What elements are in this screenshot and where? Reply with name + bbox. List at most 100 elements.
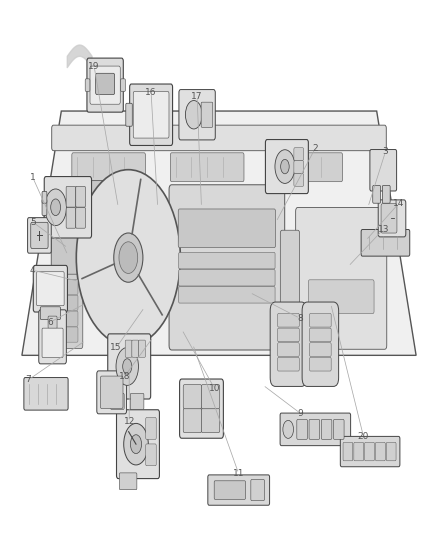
Text: 18: 18 [119, 372, 131, 381]
FancyBboxPatch shape [24, 377, 68, 410]
FancyBboxPatch shape [179, 270, 275, 286]
FancyBboxPatch shape [138, 340, 145, 357]
Circle shape [185, 101, 202, 129]
Text: 12: 12 [124, 417, 135, 426]
FancyBboxPatch shape [321, 419, 332, 439]
FancyBboxPatch shape [110, 393, 124, 409]
FancyBboxPatch shape [297, 419, 307, 439]
Circle shape [123, 359, 132, 374]
FancyBboxPatch shape [119, 473, 137, 490]
FancyBboxPatch shape [294, 148, 304, 160]
FancyBboxPatch shape [183, 408, 201, 433]
Text: 14: 14 [393, 199, 404, 208]
FancyBboxPatch shape [278, 343, 299, 357]
FancyBboxPatch shape [280, 413, 350, 446]
FancyBboxPatch shape [361, 230, 410, 256]
Text: 1: 1 [30, 173, 36, 182]
FancyBboxPatch shape [310, 313, 331, 327]
FancyBboxPatch shape [100, 376, 123, 409]
FancyBboxPatch shape [278, 358, 299, 371]
FancyBboxPatch shape [208, 475, 269, 505]
FancyBboxPatch shape [201, 102, 213, 127]
Text: 19: 19 [88, 62, 100, 71]
Text: 4: 4 [30, 266, 35, 274]
FancyBboxPatch shape [179, 90, 215, 140]
Text: 15: 15 [110, 343, 122, 352]
FancyBboxPatch shape [108, 334, 151, 399]
FancyBboxPatch shape [126, 103, 132, 126]
Text: 20: 20 [358, 432, 369, 441]
FancyBboxPatch shape [37, 272, 64, 305]
FancyBboxPatch shape [133, 92, 169, 138]
Text: 13: 13 [378, 225, 389, 234]
FancyBboxPatch shape [132, 340, 139, 357]
FancyBboxPatch shape [265, 140, 308, 193]
Text: 3: 3 [382, 147, 389, 156]
Circle shape [281, 159, 289, 174]
FancyBboxPatch shape [33, 265, 67, 312]
FancyBboxPatch shape [382, 185, 390, 203]
Text: 2: 2 [313, 143, 318, 152]
FancyBboxPatch shape [270, 302, 307, 386]
FancyBboxPatch shape [95, 74, 115, 94]
FancyBboxPatch shape [90, 66, 120, 104]
FancyBboxPatch shape [310, 328, 331, 342]
FancyBboxPatch shape [57, 327, 78, 342]
FancyBboxPatch shape [179, 287, 275, 303]
FancyBboxPatch shape [294, 174, 304, 187]
Text: 11: 11 [233, 469, 244, 478]
FancyBboxPatch shape [85, 79, 90, 92]
Text: 7: 7 [25, 375, 32, 384]
FancyBboxPatch shape [340, 437, 400, 467]
FancyBboxPatch shape [354, 442, 364, 461]
Text: 10: 10 [209, 384, 220, 393]
Circle shape [116, 348, 138, 385]
FancyBboxPatch shape [201, 385, 220, 409]
FancyBboxPatch shape [146, 417, 156, 439]
FancyBboxPatch shape [296, 207, 387, 349]
FancyBboxPatch shape [125, 340, 132, 357]
FancyBboxPatch shape [57, 311, 78, 326]
FancyBboxPatch shape [333, 419, 344, 439]
FancyBboxPatch shape [180, 379, 223, 438]
FancyBboxPatch shape [214, 481, 245, 499]
FancyBboxPatch shape [373, 185, 381, 203]
FancyBboxPatch shape [52, 274, 83, 349]
FancyBboxPatch shape [269, 153, 343, 182]
Circle shape [275, 150, 295, 183]
FancyBboxPatch shape [44, 176, 92, 238]
FancyBboxPatch shape [76, 187, 85, 207]
FancyBboxPatch shape [375, 442, 385, 461]
FancyBboxPatch shape [309, 419, 320, 439]
FancyBboxPatch shape [278, 328, 299, 342]
Circle shape [283, 421, 293, 438]
FancyBboxPatch shape [310, 343, 331, 357]
FancyBboxPatch shape [251, 480, 265, 500]
FancyBboxPatch shape [310, 358, 331, 371]
FancyBboxPatch shape [169, 185, 285, 350]
FancyBboxPatch shape [42, 199, 47, 215]
Text: 6: 6 [47, 318, 53, 327]
FancyBboxPatch shape [66, 187, 76, 207]
FancyBboxPatch shape [87, 58, 124, 112]
Polygon shape [22, 111, 416, 356]
FancyBboxPatch shape [294, 161, 304, 173]
FancyBboxPatch shape [76, 207, 85, 228]
Circle shape [114, 233, 143, 282]
FancyBboxPatch shape [40, 307, 60, 319]
FancyBboxPatch shape [52, 125, 386, 151]
FancyBboxPatch shape [381, 204, 397, 233]
FancyBboxPatch shape [130, 84, 173, 146]
FancyBboxPatch shape [179, 253, 275, 269]
FancyBboxPatch shape [370, 150, 396, 191]
FancyBboxPatch shape [308, 280, 374, 313]
FancyBboxPatch shape [57, 279, 78, 295]
FancyBboxPatch shape [117, 410, 159, 479]
FancyBboxPatch shape [183, 385, 201, 409]
FancyBboxPatch shape [28, 217, 51, 253]
Text: 8: 8 [297, 314, 303, 323]
FancyBboxPatch shape [178, 209, 276, 248]
FancyBboxPatch shape [39, 310, 67, 364]
FancyBboxPatch shape [302, 302, 339, 386]
FancyBboxPatch shape [146, 444, 156, 466]
